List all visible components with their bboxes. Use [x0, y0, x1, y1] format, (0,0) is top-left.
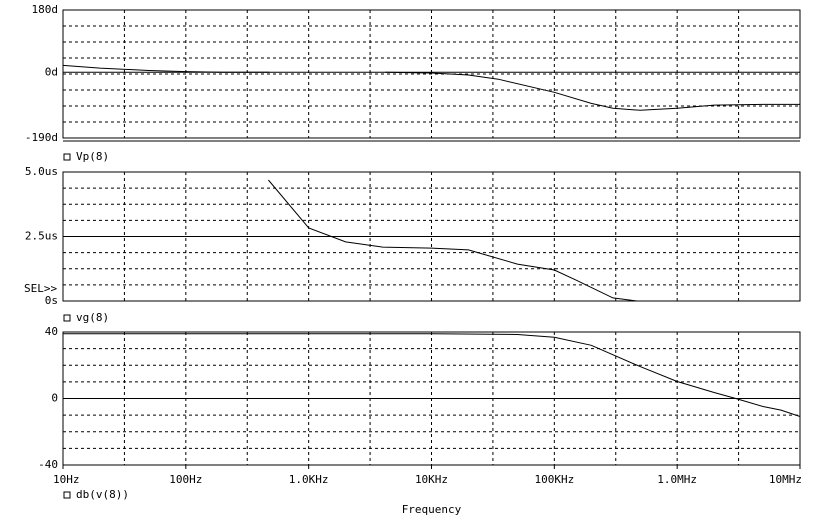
- series-line: [268, 179, 637, 302]
- plot-frame: [62, 9, 801, 139]
- x-tick-label: 100KHz: [534, 473, 574, 486]
- y-tick-label: 180d: [32, 3, 59, 16]
- legend-label: Vp(8): [76, 150, 109, 163]
- legend-label: db(v(8)): [76, 488, 129, 501]
- y-tick-label: 5.0us: [25, 165, 58, 178]
- x-axis-label: Frequency: [402, 503, 462, 516]
- x-tick-label: 10Hz: [53, 473, 80, 486]
- legend-symbol: [63, 314, 71, 322]
- legend-symbol: [63, 153, 71, 161]
- y-tick-label: -40: [38, 458, 58, 471]
- x-tick-label: 1.0KHz: [289, 473, 329, 486]
- y-tick-label: 0s: [45, 294, 58, 307]
- y-tick-label: 40: [45, 325, 58, 338]
- annotation: SEL>>: [24, 282, 57, 295]
- plot-frame: [62, 171, 801, 302]
- y-tick-label: 0: [51, 392, 58, 405]
- legend-label: vg(8): [76, 311, 109, 324]
- x-tick-label: 100Hz: [169, 473, 202, 486]
- series-line: [62, 64, 800, 111]
- y-tick-label: 2.5us: [25, 230, 58, 243]
- legend-symbol: [63, 491, 71, 499]
- x-tick-label: 10KHz: [415, 473, 448, 486]
- x-tick-label: 10MHz: [769, 473, 802, 486]
- x-tick-label: 1.0MHz: [657, 473, 697, 486]
- series-line: [63, 333, 801, 417]
- y-tick-label: 0d: [45, 65, 58, 78]
- y-tick-label: -190d: [25, 131, 58, 144]
